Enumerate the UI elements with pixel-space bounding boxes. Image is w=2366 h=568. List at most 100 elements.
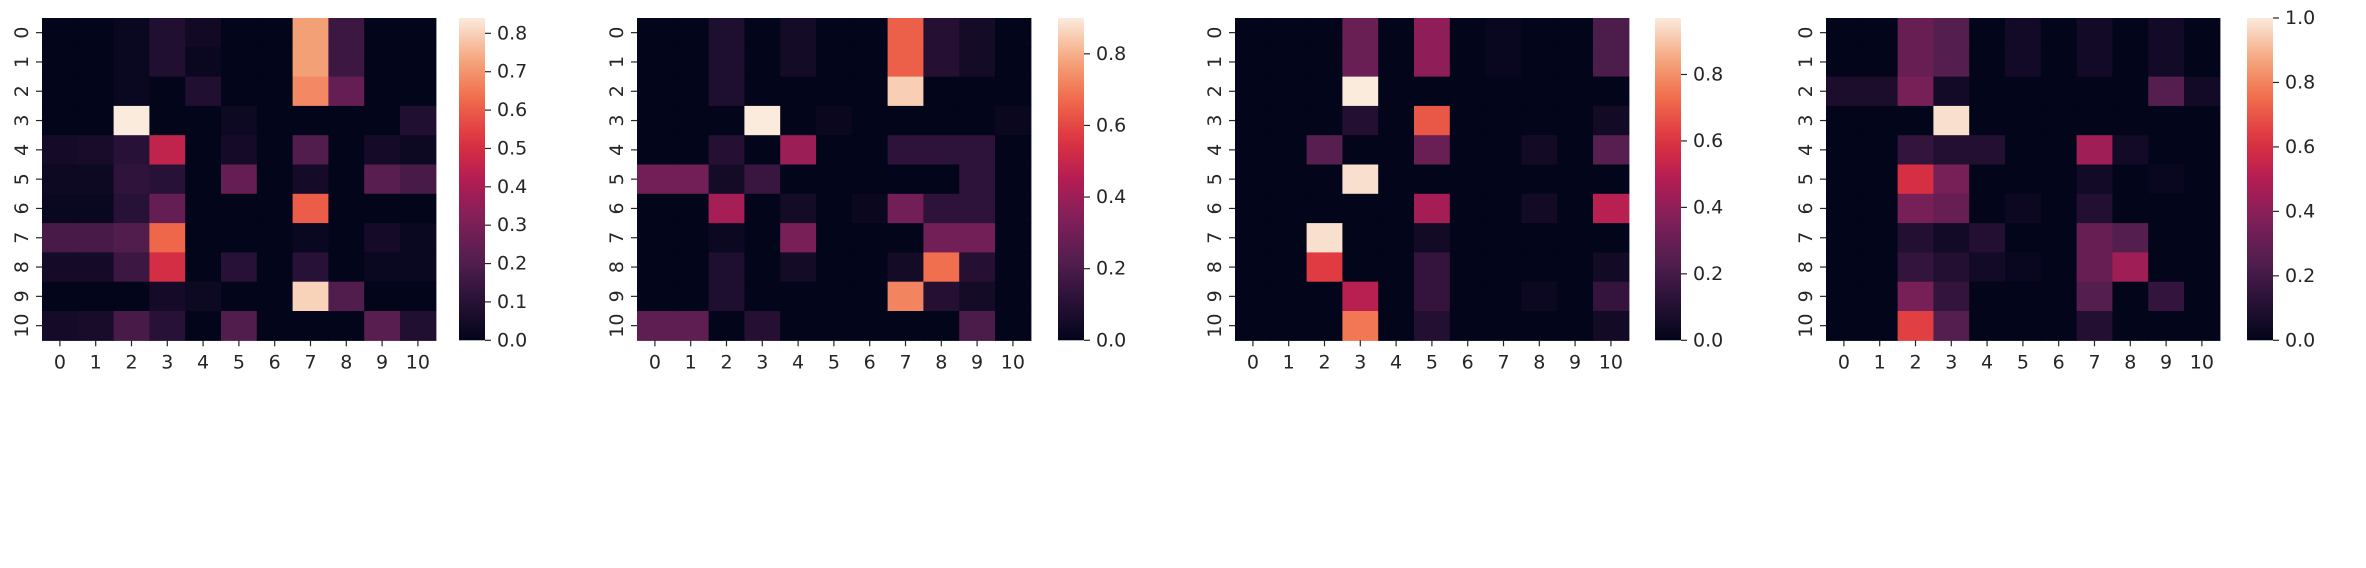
heatmap-cell [1897,135,1934,166]
heatmap-cell [1933,311,1970,341]
heatmap-cell [959,76,996,107]
heatmap-cell [744,47,781,78]
heatmap-cell [1449,18,1487,48]
heatmap-cell [959,223,996,253]
heatmap-cell [995,135,1032,166]
heatmap-cell [1521,76,1558,107]
heatmap-cell [1449,47,1487,78]
heatmap-cell [1270,311,1308,341]
heatmap-cell [887,252,924,283]
heatmap-cell [2005,281,2042,312]
x-tick-label: 1 [1283,351,1295,373]
heatmap-cell [149,252,186,283]
heatmap-cell [2040,105,2078,136]
heatmap-cell [113,164,150,195]
heatmap-cell [923,164,960,195]
heatmap-cell [2184,311,2221,341]
heatmap-cell [672,47,710,78]
y-tick-label: 6 [1204,202,1226,214]
heatmap-cell [959,18,996,48]
heatmap-cell [1897,193,1934,224]
y-tick-label: 10 [1795,314,1817,338]
heatmap-cell [113,47,150,78]
x-tick-label: 9 [376,351,388,373]
heatmap-cell [744,18,781,48]
heatmap-cell [292,76,329,107]
heatmap-cell [1521,164,1558,195]
heatmap-cell [1306,135,1343,166]
heatmap-cell [708,76,745,107]
heatmap-cell [2112,47,2149,78]
heatmap-cell [292,135,329,166]
heatmap-cell [995,105,1032,136]
heatmap-cell [1414,105,1451,136]
heatmap-cell [364,252,401,283]
heatmap-cell [2112,223,2149,253]
heatmap-cell [1521,105,1558,136]
x-tick-label: 2 [720,351,732,373]
heatmap-cell [1897,164,1934,195]
y-tick-label: 8 [1795,261,1817,273]
heatmap-cell [400,311,437,341]
heatmap-cell [1485,18,1522,48]
heatmap-cell [780,311,817,341]
heatmap-cell [851,252,889,283]
heatmap-cell [2112,281,2149,312]
heatmap-cell [221,135,258,166]
heatmap-cell [1861,223,1899,253]
y-tick-label: 2 [11,85,33,97]
x-tick-label: 5 [1426,351,1438,373]
heatmap-cell [708,164,745,195]
heatmap-cell [77,76,115,107]
heatmap-cell [780,47,817,78]
heatmap-cell [1826,223,1863,253]
heatmap-cell [1557,311,1594,341]
heatmap-cell [1414,76,1451,107]
heatmap-cell [780,105,817,136]
heatmap-cell [1557,193,1594,224]
heatmap-cell [2112,76,2149,107]
heatmap-cell [1449,311,1487,341]
x-tick-label: 5 [233,351,245,373]
heatmap-cell [292,164,329,195]
heatmap-cell [1342,105,1379,136]
x-tick-label: 4 [1981,351,1993,373]
heatmap-cell [1270,164,1308,195]
x-tick-label: 0 [1838,351,1850,373]
heatmap-cell [1306,164,1343,195]
heatmap-cell [1414,281,1451,312]
heatmap-panel-1: 0 1 2 3 4 5 6 7 8 9 10 0 1 2 3 4 5 6 7 8 9 10 0.0 0.1 0.2 0.3 0.4 0… [11,18,527,373]
heatmap-cell [256,105,294,136]
heatmap-cell [77,281,115,312]
heatmap-cell [185,135,222,166]
heatmap-cell [1969,135,2006,166]
heatmap-cell [2005,311,2042,341]
heatmap-cell [256,252,294,283]
heatmap-cell [887,311,924,341]
heatmap-cell [637,47,674,78]
heatmap-cell [1861,105,1899,136]
x-tick-label: 6 [864,351,876,373]
heatmap-cell [364,311,401,341]
x-tick-label: 9 [1569,351,1581,373]
heatmap-cell [2040,76,2078,107]
colorbar [1058,18,1084,341]
heatmap-cell [1235,193,1272,224]
heatmap-cell [1378,311,1415,341]
colorbar [459,18,485,341]
heatmap-cell [923,311,960,341]
heatmap-cell [780,281,817,312]
heatmap-cell [1861,252,1899,283]
colorbar-tick-label: 0.8 [497,22,527,44]
heatmap-cell [292,281,329,312]
heatmap-cell [364,223,401,253]
heatmap-cell [1449,164,1487,195]
heatmap-cell [1414,47,1451,78]
heatmap-cell [400,281,437,312]
x-tick-label: 6 [269,351,281,373]
heatmap-cell [816,164,853,195]
heatmap-cell [816,47,853,78]
heatmap-cell [780,252,817,283]
y-tick-label: 10 [1204,314,1226,338]
heatmap-cell [995,47,1032,78]
